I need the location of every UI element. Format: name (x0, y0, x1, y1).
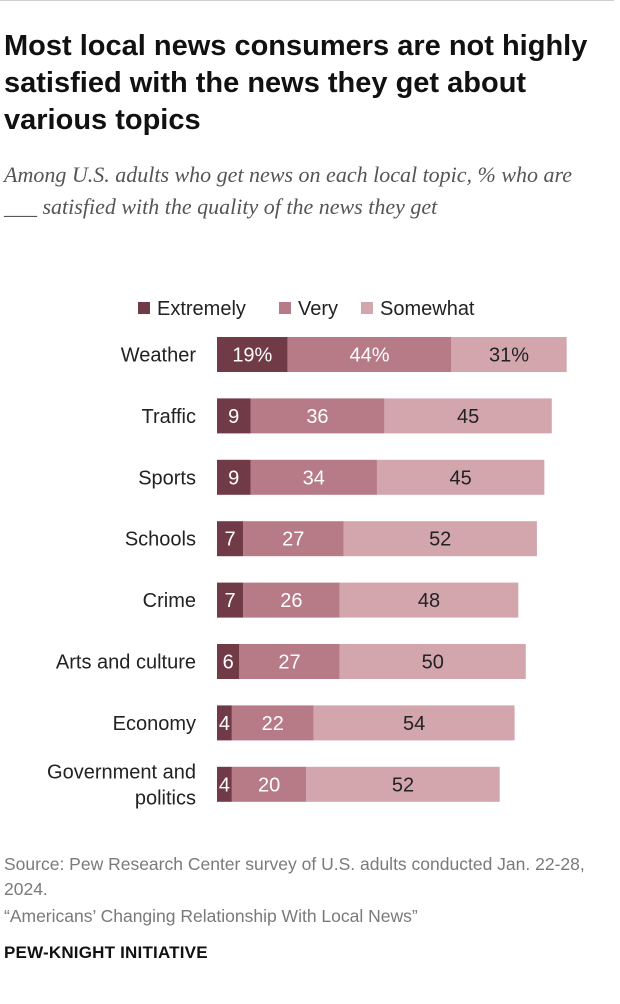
bar-segment-very (250, 459, 377, 495)
bar-segment-extremely (217, 398, 251, 434)
bar-segment-somewhat (343, 521, 537, 557)
data-label-somewhat: 48 (418, 590, 440, 612)
bar-row-schools: Schools 7 27 52 (125, 521, 537, 557)
bar-segment-somewhat (339, 644, 526, 679)
bar-segment-very (243, 582, 340, 618)
data-label-very: 20 (258, 774, 280, 796)
data-label-very: 27 (278, 652, 300, 674)
legend-label-extremely: Extremely (157, 298, 246, 320)
category-label: Crime (143, 590, 196, 612)
bar-segment-somewhat (384, 398, 552, 434)
data-label-somewhat: 52 (429, 529, 451, 551)
legend-swatch-very (279, 302, 291, 314)
bar-segment-very (243, 521, 344, 557)
data-label-very: 44% (350, 345, 390, 367)
legend-label-somewhat: Somewhat (380, 298, 475, 320)
bar-segment-somewhat (451, 337, 567, 372)
data-label-somewhat: 45 (457, 406, 479, 428)
bar-segment-very (287, 337, 452, 372)
bar-segment-very (231, 705, 314, 741)
bar-segment-extremely (217, 582, 244, 618)
bar-segment-very (239, 644, 340, 679)
report-title: “Americans’ Changing Relationship With L… (4, 906, 418, 926)
data-label-extremely: 6 (223, 652, 234, 674)
legend-label-very: Very (298, 298, 338, 320)
bar-segment-extremely (217, 766, 232, 802)
bar-segment-somewhat (313, 705, 515, 741)
bar-segment-extremely (217, 337, 288, 372)
bar-row-arts-and-culture: Arts and culture 6 27 50 (56, 644, 526, 679)
data-label-extremely: 4 (219, 713, 230, 735)
legend-swatch-extremely (138, 302, 150, 314)
bar-segment-very (250, 398, 385, 434)
data-label-somewhat: 31% (489, 345, 529, 367)
category-label: Sports (138, 467, 196, 489)
bar-row-weather: Weather 19% 44% 31% (121, 337, 567, 372)
data-label-very: 22 (262, 713, 284, 735)
top-rule (0, 0, 614, 1)
data-label-extremely: 7 (224, 529, 235, 551)
bar-row-traffic: Traffic 9 36 45 (142, 398, 552, 434)
legend-swatch-somewhat (361, 302, 373, 314)
stacked-bar-chart: Extremely Very Somewhat Weather 19% 44% 31% Tr… (47, 298, 567, 809)
bar-segment-extremely (217, 644, 240, 679)
source-note: Source: Pew Research Center survey of U.… (4, 854, 585, 899)
data-label-somewhat: 50 (422, 652, 444, 674)
bar-row-economy: Economy 4 22 54 (113, 705, 515, 741)
organization-name: PEW-KNIGHT INITIATIVE (4, 943, 208, 962)
data-label-extremely: 19% (232, 345, 272, 367)
bar-segment-extremely (217, 705, 232, 741)
data-label-somewhat: 45 (450, 467, 472, 489)
bar-segment-somewhat (339, 582, 519, 618)
chart-subtitle: Among U.S. adults who get news on each l… (4, 162, 573, 219)
legend: Extremely Very Somewhat (138, 298, 475, 320)
bar-segment-extremely (217, 459, 251, 495)
bar-segment-somewhat (306, 766, 500, 802)
chart-title: Most local news consumers are not highly… (4, 30, 588, 136)
bar-row-sports: Sports 9 34 45 (138, 459, 545, 495)
category-label: Economy (113, 713, 196, 735)
category-label: Weather (121, 345, 197, 367)
bar-row-crime: Crime 7 26 48 (143, 582, 519, 618)
data-label-somewhat: 54 (403, 713, 425, 735)
data-label-extremely: 9 (228, 467, 239, 489)
category-label: Government and politics (47, 761, 196, 809)
data-label-very: 34 (303, 467, 325, 489)
bar-segment-extremely (217, 521, 244, 557)
category-label: Traffic (142, 406, 196, 428)
data-label-very: 26 (280, 590, 302, 612)
bar-row-government-and-politics: Government and politics 4 20 52 (47, 761, 500, 809)
data-label-extremely: 4 (219, 774, 230, 796)
data-label-very: 36 (306, 406, 328, 428)
category-label: Schools (125, 529, 196, 551)
category-label: Arts and culture (56, 652, 196, 674)
data-label-extremely: 9 (228, 406, 239, 428)
data-label-extremely: 7 (224, 590, 235, 612)
data-label-very: 27 (282, 529, 304, 551)
bar-segment-very (231, 766, 307, 802)
bar-segment-somewhat (376, 459, 545, 495)
data-label-somewhat: 52 (392, 774, 414, 796)
